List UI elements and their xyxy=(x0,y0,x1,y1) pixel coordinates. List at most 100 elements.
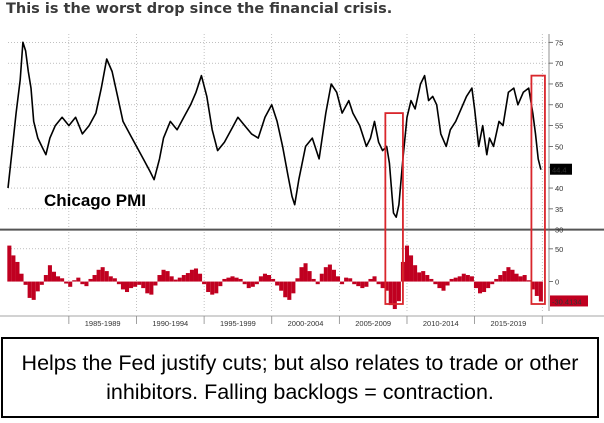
change-bar xyxy=(84,281,89,287)
change-bar xyxy=(234,277,239,282)
change-bar xyxy=(295,278,300,282)
change-bar xyxy=(27,281,32,298)
change-bar xyxy=(449,278,454,282)
change-bar xyxy=(510,269,515,282)
caption-text: Helps the Fed justify cuts; but also rel… xyxy=(21,350,579,404)
change-bar xyxy=(68,281,73,287)
change-bar xyxy=(327,264,332,282)
chart-label: Chicago PMI xyxy=(44,191,146,210)
change-bar xyxy=(417,272,422,282)
change-bar xyxy=(490,281,495,285)
change-bar xyxy=(133,281,138,287)
change-bar xyxy=(283,281,288,298)
pmi-line-layer xyxy=(7,41,542,218)
change-bar xyxy=(498,275,503,282)
change-bar xyxy=(258,276,263,282)
change-bar xyxy=(23,281,28,285)
change-bar xyxy=(31,281,36,300)
change-bar xyxy=(116,281,121,285)
change-bar xyxy=(230,276,235,282)
change-bar xyxy=(534,281,539,296)
change-bar xyxy=(453,277,458,282)
change-bar xyxy=(311,278,316,282)
change-bar xyxy=(202,281,207,285)
change-bar xyxy=(477,281,483,294)
change-bar xyxy=(441,281,446,291)
change-bar xyxy=(372,276,377,282)
change-bar xyxy=(218,281,223,287)
change-bar xyxy=(352,281,357,285)
x-tick-label: 2000-2004 xyxy=(288,319,324,328)
highlight-box xyxy=(384,112,404,305)
change-bar xyxy=(262,273,268,282)
change-bar xyxy=(445,281,450,286)
change-bar xyxy=(303,263,308,282)
change-bar xyxy=(538,281,543,302)
change-bar xyxy=(51,271,57,282)
change-bar xyxy=(376,281,381,285)
change-bar xyxy=(457,276,462,282)
change-bar xyxy=(206,281,211,293)
change-bar xyxy=(396,281,401,302)
change-bar xyxy=(169,276,174,282)
change-bar xyxy=(157,275,162,282)
change-bar xyxy=(64,281,69,284)
change-bar xyxy=(348,278,353,282)
change-bar xyxy=(189,269,194,282)
change-bar xyxy=(7,245,12,282)
change-bar xyxy=(181,275,186,282)
change-bar xyxy=(47,265,52,282)
change-bar xyxy=(267,275,272,282)
change-bar xyxy=(344,277,349,282)
change-bar xyxy=(340,281,345,285)
y-tick-label-lower: 0 xyxy=(555,278,559,287)
y-axis-ticks: 30354045505560657075050 xyxy=(549,38,563,287)
change-bar xyxy=(486,281,491,289)
change-bar xyxy=(356,281,361,287)
change-bar xyxy=(210,281,215,295)
x-tick-label: 2010-2014 xyxy=(423,319,459,328)
chicago-pmi-chart: 30354045505560657075050 1985-19891990-19… xyxy=(0,34,604,328)
change-bar xyxy=(319,273,324,282)
change-bar xyxy=(384,281,389,291)
change-bar xyxy=(104,271,109,282)
change-bar xyxy=(380,281,385,289)
change-bar xyxy=(96,269,101,282)
change-bar xyxy=(145,281,150,294)
change-bar xyxy=(331,269,336,282)
change-bar xyxy=(35,281,40,292)
change-bar xyxy=(368,278,373,282)
x-tick-label: 2005-2009 xyxy=(355,319,391,328)
change-bar xyxy=(429,278,434,282)
change-bar xyxy=(364,281,369,287)
change-bar xyxy=(323,267,328,282)
change-bar xyxy=(185,273,190,282)
caption-box: Helps the Fed justify cuts; but also rel… xyxy=(1,337,599,418)
change-bar xyxy=(88,278,93,282)
x-tick-label: 1995-1999 xyxy=(220,319,256,328)
change-bar xyxy=(72,280,77,282)
change-bar xyxy=(307,271,312,282)
change-bar xyxy=(193,268,199,282)
change-bar xyxy=(425,275,430,282)
change-bar xyxy=(80,281,85,285)
change-bar xyxy=(315,281,320,285)
y-tick-label: 55 xyxy=(555,122,563,131)
change-bar xyxy=(177,277,182,282)
change-bar xyxy=(275,281,280,286)
change-bar xyxy=(214,281,219,294)
change-bar xyxy=(404,245,410,282)
change-bars xyxy=(7,245,543,310)
headline: This is the worst drop since the financi… xyxy=(6,1,393,17)
change-bar xyxy=(287,281,292,300)
change-bar xyxy=(437,281,442,289)
change-bar xyxy=(222,278,227,282)
x-tick-label: 1990-1994 xyxy=(152,319,188,328)
change-bar xyxy=(242,281,247,285)
change-bar xyxy=(137,281,142,285)
y-tick-label: 60 xyxy=(555,101,563,110)
x-tick-label: 2015-2019 xyxy=(490,319,526,328)
last-value-text: 44.4 xyxy=(552,166,567,175)
change-bar xyxy=(112,278,117,282)
grid-layer xyxy=(8,34,549,311)
